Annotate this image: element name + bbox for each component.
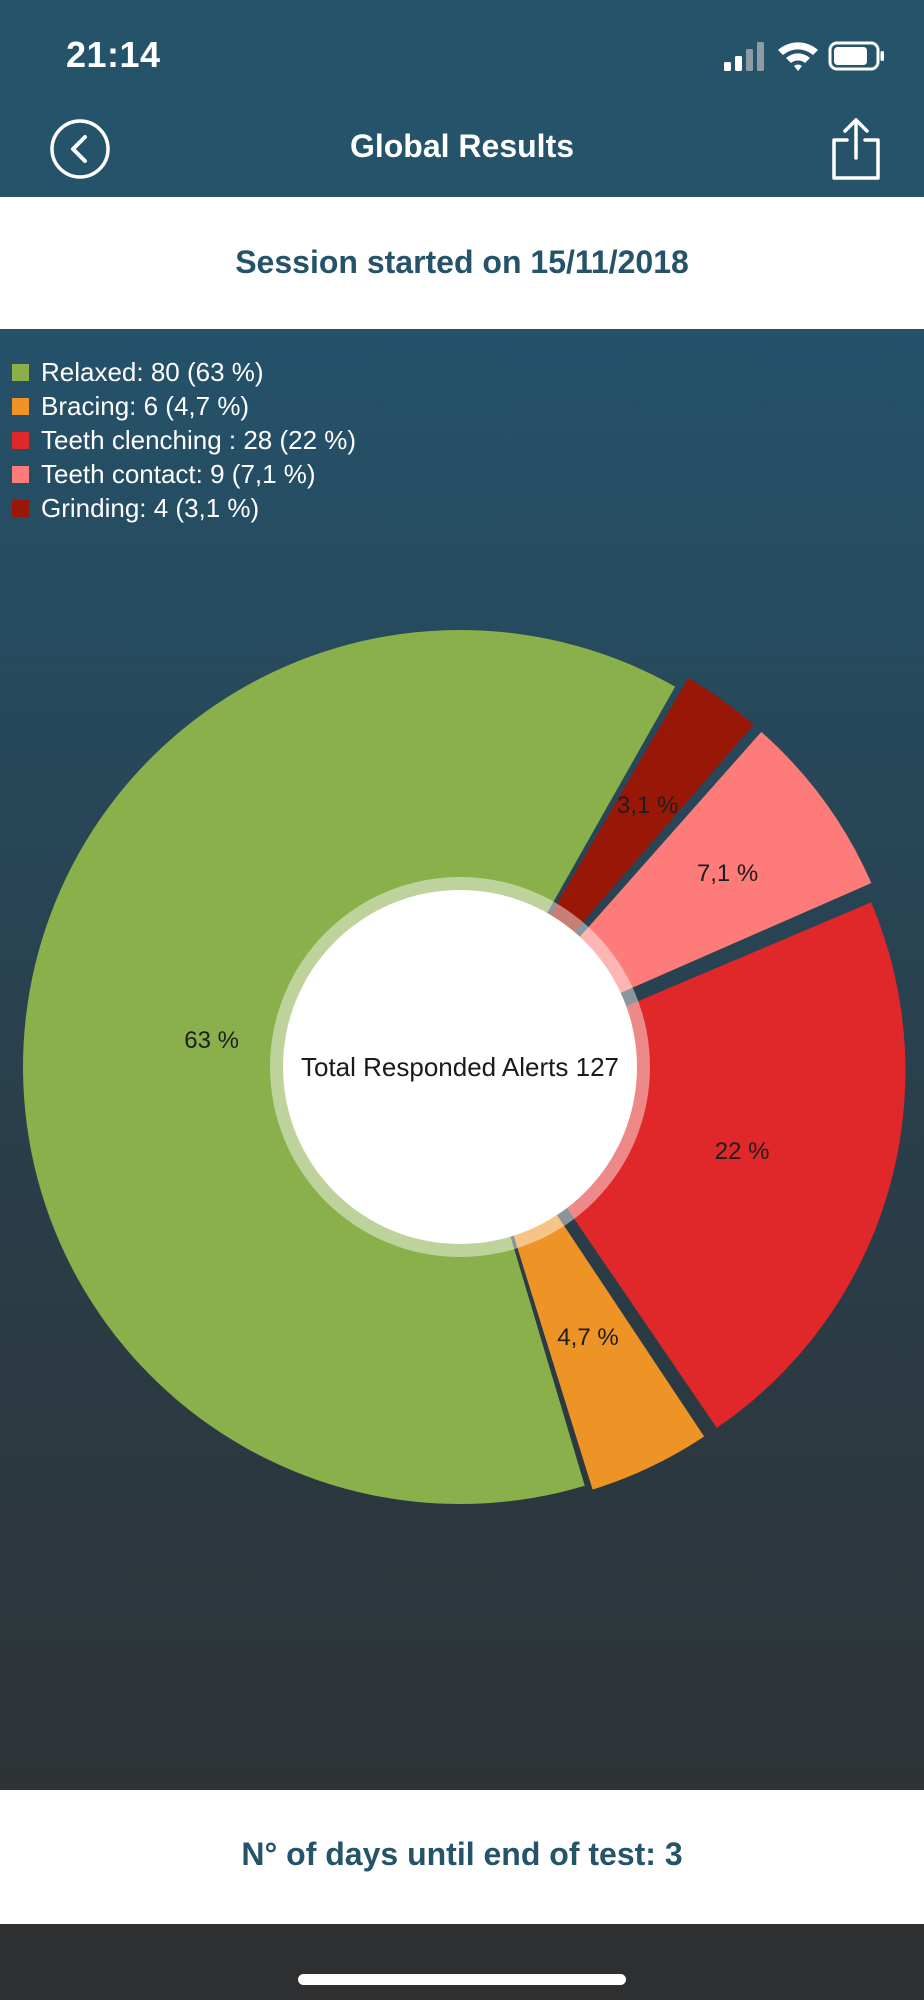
header: 21:14 Global Results (0, 0, 924, 197)
pie-center-hole (283, 890, 637, 1244)
legend-label-teeth-contact: Teeth contact: 9 (7,1 %) (41, 458, 316, 489)
pie-data-label-teeth-clenching: 22 % (715, 1138, 770, 1165)
pie-data-label-teeth-contact: 7,1 % (697, 860, 758, 887)
legend-label-teeth-clenching: Teeth clenching : 28 (22 %) (41, 424, 357, 455)
legend-item-grinding: Grinding: 4 (3,1 %) (12, 491, 356, 525)
back-button[interactable] (49, 118, 111, 180)
days-remaining-text: N° of days until end of test: 3 (241, 1836, 683, 1872)
pie-data-label-grinding: 3,1 % (617, 792, 678, 819)
legend-item-teeth-clenching: Teeth clenching : 28 (22 %) (12, 423, 356, 457)
pie-data-label-bracing: 4,7 % (557, 1324, 618, 1351)
home-indicator[interactable] (298, 1974, 626, 1985)
legend-label-grinding: Grinding: 4 (3,1 %) (41, 492, 260, 523)
battery-icon (828, 41, 884, 71)
legend-swatch-bracing (12, 397, 29, 415)
legend-swatch-teeth-contact (12, 465, 29, 483)
session-banner: Session started on 15/11/2018 (0, 197, 924, 329)
chevron-left-icon (71, 135, 87, 163)
legend-swatch-grinding (12, 499, 29, 517)
legend-label-relaxed: Relaxed: 80 (63 %) (41, 356, 264, 387)
legend-item-relaxed: Relaxed: 80 (63 %) (12, 355, 356, 389)
legend-label-bracing: Bracing: 6 (4,7 %) (41, 390, 250, 421)
pie-data-label-relaxed: 63 % (184, 1027, 239, 1054)
legend-swatch-teeth-clenching (12, 431, 29, 449)
bottom-safe-area (0, 1924, 924, 2000)
wifi-icon (778, 42, 818, 71)
cellular-signal-icon (724, 42, 764, 71)
share-button[interactable] (828, 116, 884, 182)
results-chart-area: Total Responded Alerts 127 63 % 4,7 % 22 % 7… (0, 329, 924, 1790)
status-icons (724, 41, 884, 71)
session-start-text: Session started on 15/11/2018 (235, 244, 689, 280)
pie-center-label: Total Responded Alerts 127 (301, 1052, 619, 1082)
legend-swatch-relaxed (12, 363, 29, 381)
legend-item-bracing: Bracing: 6 (4,7 %) (12, 389, 356, 423)
page-title: Global Results (349, 128, 575, 164)
legend-item-teeth-contact: Teeth contact: 9 (7,1 %) (12, 457, 356, 491)
status-time: 21:14 (66, 34, 161, 75)
chart-legend: Relaxed: 80 (63 %) Bracing: 6 (4,7 %) Te… (12, 355, 356, 525)
share-icon (832, 118, 880, 180)
results-pie-chart: Total Responded Alerts 127 63 % 4,7 % 22 % 7… (22, 629, 906, 1504)
footer-banner: N° of days until end of test: 3 (0, 1790, 924, 1924)
